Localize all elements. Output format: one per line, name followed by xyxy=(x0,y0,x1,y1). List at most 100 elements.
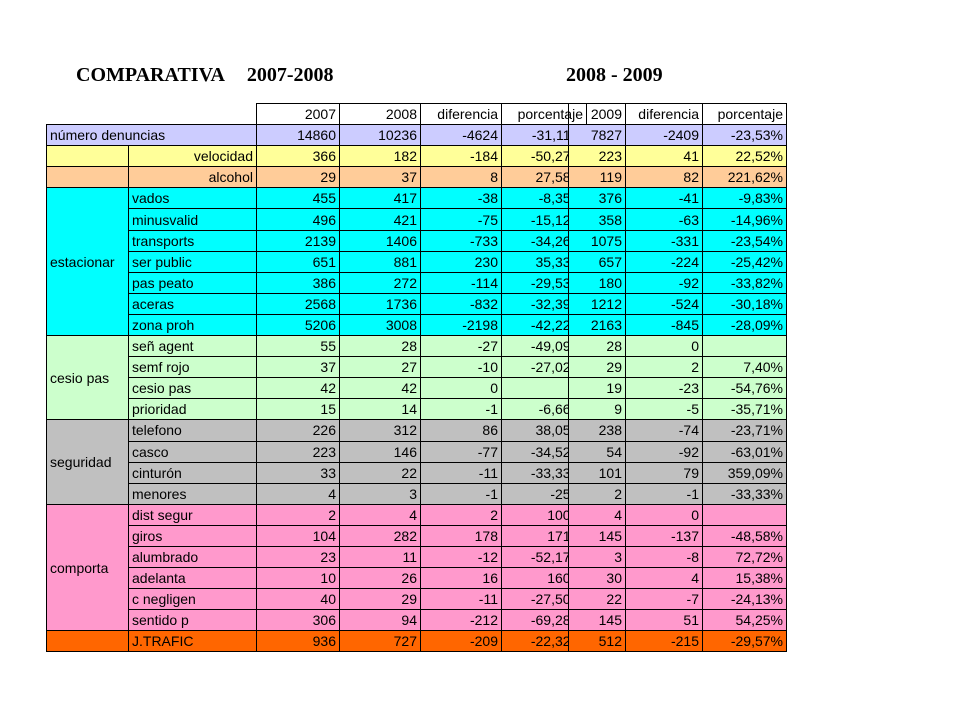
table-row: 101 79 359,09% xyxy=(568,461,787,484)
table-row: 512 -215 -29,57% xyxy=(568,630,787,653)
cell-v2008: 1736 xyxy=(339,292,421,315)
cell-dif: -77 xyxy=(420,440,502,463)
cell-v2008: 3 xyxy=(339,482,421,505)
column-header: porcentaje xyxy=(702,102,787,126)
table-row: cinturón 33 22 -11 -33,33% xyxy=(47,461,587,484)
cell-pct: -33,82% xyxy=(702,271,787,294)
row-label: pas peato xyxy=(128,271,257,294)
group-label: seguridad xyxy=(46,419,129,505)
header-row: 2007 2008 diferencia porcentaje xyxy=(47,102,587,126)
cell-v2009: 1075 xyxy=(568,229,626,252)
table-row: 1212 -524 -30,18% xyxy=(568,292,787,315)
cell-v2009: 7827 xyxy=(568,124,626,147)
cell-dif: -74 xyxy=(625,419,703,442)
cell-v2007: 4 xyxy=(256,482,340,505)
cell-pct: -33,33% xyxy=(501,461,587,484)
cell-v2009: 119 xyxy=(568,166,626,189)
cell-dif: -11 xyxy=(420,588,502,611)
cell-v2008: 3008 xyxy=(339,313,421,337)
cell-v2008: 37 xyxy=(339,166,421,189)
cell-pct: 160% xyxy=(501,567,587,590)
cell-v2007: 455 xyxy=(256,187,340,210)
header-blank xyxy=(47,104,257,125)
cell-v2008: 4 xyxy=(339,503,421,526)
cell-dif: 86 xyxy=(420,419,502,442)
cell-pct: -33,33% xyxy=(702,482,787,505)
column-header: 2009 xyxy=(568,102,626,126)
row-label: adelanta xyxy=(128,567,257,590)
table-row: sentido p 306 94 -212 -69,28% xyxy=(47,609,587,632)
table-row: 2 -1 -33,33% xyxy=(568,482,787,505)
table-row: 238 -74 -23,71% xyxy=(568,419,787,442)
cell-dif: 230 xyxy=(420,250,502,273)
cell-v2009: 29 xyxy=(568,356,626,379)
cell-v2008: 272 xyxy=(339,271,421,294)
table-row: estacionar vados 455 417 -38 -8,35% xyxy=(46,187,587,337)
cell-v2009: 512 xyxy=(568,630,626,653)
row-label: ser public xyxy=(128,250,257,273)
table-row: cesio pas señ agent 55 28 -27 -49,09% xyxy=(46,335,587,421)
cell-v2007: 104 xyxy=(256,524,340,547)
table-row: 119 82 221,62% xyxy=(568,166,787,189)
cell-pct: -30,18% xyxy=(702,292,787,315)
cell-v2007: 366 xyxy=(256,145,340,168)
table-row: alcohol 29 37 8 27,58% xyxy=(46,166,587,189)
row-label: señ agent xyxy=(128,335,257,358)
cell-v2009: 54 xyxy=(568,440,626,463)
cell-pct: -23,71% xyxy=(702,419,787,442)
row-label: zona proh xyxy=(128,313,257,337)
cell-v2009: 101 xyxy=(568,461,626,484)
cell-v2009: 4 xyxy=(568,503,626,526)
cell-v2007: 23 xyxy=(256,545,340,569)
table-row: número denuncias 14860 10236 -4624 -31,11% xyxy=(46,124,587,147)
cell-pct: -34,26% xyxy=(501,229,587,252)
cell-dif: -63 xyxy=(625,208,703,231)
table-row: 9 -5 -35,71% xyxy=(568,398,787,421)
cell-v2007: 33 xyxy=(256,461,340,484)
cell-v2007: 5206 xyxy=(256,313,340,337)
cell-v2007: 2 xyxy=(256,503,340,526)
cell-pct: 7,40% xyxy=(702,356,787,379)
table-row: 22 -7 -24,13% xyxy=(568,588,787,611)
cell-pct xyxy=(702,503,787,526)
cell-pct: 22,52% xyxy=(702,145,787,168)
cell-pct xyxy=(702,335,787,358)
title-years-right: 2008 - 2009 xyxy=(566,64,663,86)
cell-dif: -27 xyxy=(420,335,502,358)
cell-v2009: 9 xyxy=(568,398,626,421)
cell-dif: -114 xyxy=(420,271,502,294)
cell-dif: -137 xyxy=(625,524,703,547)
cell-dif: -1 xyxy=(420,482,502,505)
cell-v2008: 94 xyxy=(339,609,421,632)
table-row: 7827 -2409 -23,53% xyxy=(568,124,787,147)
table-row: 1075 -331 -23,54% xyxy=(568,229,787,252)
cell-pct: 54,25% xyxy=(702,609,787,632)
row-label: aceras xyxy=(128,292,257,315)
cell-v2007: 226 xyxy=(256,419,340,442)
cell-pct: -54,76% xyxy=(702,377,787,400)
column-header: porcentaje xyxy=(501,102,587,126)
cell-v2008: 421 xyxy=(339,208,421,231)
table-row: 29 2 7,40% xyxy=(568,356,787,379)
cell-v2009: 2163 xyxy=(568,313,626,337)
table-row: comporta dist segur 2 4 2 100% xyxy=(46,503,587,632)
row-label: prioridad xyxy=(128,398,257,421)
table-row: 145 51 54,25% xyxy=(568,609,787,632)
cell-v2007: 936 xyxy=(256,630,340,653)
cell-dif: -12 xyxy=(420,545,502,569)
cell-dif: 4 xyxy=(625,567,703,590)
cell-dif: -215 xyxy=(625,630,703,653)
cell-v2007: 651 xyxy=(256,250,340,273)
cell-v2008: 29 xyxy=(339,588,421,611)
comparison-table-2008-2009: 2009 diferencia porcentaje 7827 -2409 -23,53%… xyxy=(568,102,787,653)
cell-v2008: 1406 xyxy=(339,229,421,252)
cell-v2008: 28 xyxy=(339,335,421,358)
cell-dif: -8 xyxy=(625,545,703,569)
table-row: 657 -224 -25,42% xyxy=(568,250,787,273)
cell-pct: -69,28% xyxy=(501,609,587,632)
row-label: minusvalid xyxy=(128,208,257,231)
cell-v2007: 55 xyxy=(256,335,340,358)
row-label: giros xyxy=(128,524,257,547)
cell-v2008: 881 xyxy=(339,250,421,273)
